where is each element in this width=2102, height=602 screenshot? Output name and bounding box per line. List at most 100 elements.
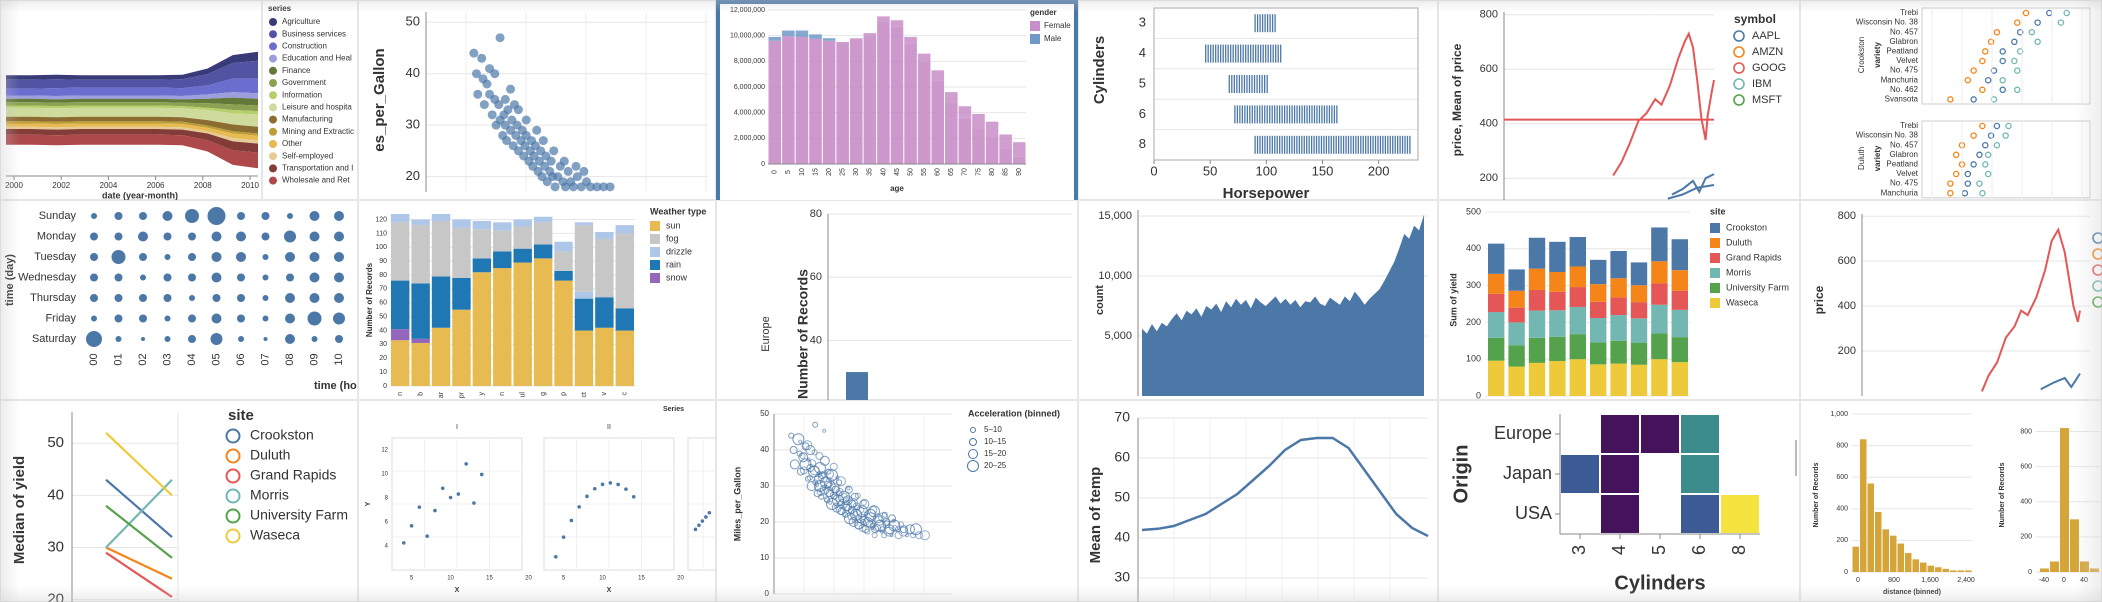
bar-university-farm: [1590, 342, 1607, 365]
y-axis-title: Sum of yield: [1448, 273, 1458, 327]
slope-line-grand-rapids: [105, 551, 173, 598]
legend-label: drizzle: [666, 246, 692, 256]
y-tick-label: 10: [760, 553, 769, 562]
data-point: [842, 503, 851, 512]
chart-cylinders-strip[interactable]: 3 4 5 6 8 0 50 100 150 200 Horsepower Cylinders: [1078, 0, 1438, 200]
hist-bar: [1860, 439, 1867, 572]
data-point: [859, 499, 870, 509]
legend-swatch: [1710, 223, 1720, 233]
chart-stocks-rule[interactable]: 200 400 600 800 price, Mean of price symbol AA…: [1438, 0, 1800, 200]
data-point: [631, 495, 636, 499]
chart-slope[interactable]: 20 30 40 50 Median of yield site Crookston Dulu…: [0, 400, 358, 602]
x-tick-label: 90: [1016, 168, 1023, 176]
chart-binned-scatter[interactable]: 0 10 20 30 40 50 Miles_per_Gallon Acceleration …: [716, 400, 1078, 602]
chart-weather-stacked[interactable]: 0 10 20 30 40 50 60 70 80 90 100 110 120 Number of Re…: [358, 200, 716, 400]
dot-point: [1999, 48, 2006, 55]
bar-sun: [411, 343, 430, 386]
punch-dot: [138, 231, 148, 242]
x-tick-label: -40: [2039, 577, 2049, 584]
bar-duluth: [1528, 268, 1546, 291]
x-tick-label: 09: [308, 353, 320, 365]
legend-symbol: [269, 66, 277, 75]
heat-cell: [1601, 455, 1639, 493]
x-tick-label: b: [417, 392, 424, 396]
chart-punchcard[interactable]: Sunday Monday Tuesday Wednesday Thursday Frid…: [0, 200, 358, 400]
legend-label: Transportation and I: [282, 164, 353, 173]
variety-label: Trebi: [1900, 121, 1918, 130]
dot-point: [2014, 67, 2021, 74]
chart-age-gender[interactable]: 0 2,000,000 4,000,000 6,000,000 8,000,000 10,…: [716, 0, 1078, 204]
variety-label: Svansota: [1885, 95, 1919, 104]
x-tick-label: 100: [1255, 163, 1277, 178]
x-tick-label: 15: [486, 576, 493, 582]
data-point: [561, 535, 566, 539]
y-tick-label: 12: [381, 448, 388, 454]
bar-fog: [595, 238, 614, 298]
data-point: [477, 53, 487, 63]
heat-cell: [1561, 455, 1599, 493]
chart-temp-line[interactable]: 203040506070Mean of temp: [1078, 400, 1438, 602]
bar-drizzle_top: [513, 219, 532, 227]
chart-heatmap[interactable]: Europe Japan USA 3 4 5 6 8 Cylinders Origin: [1438, 400, 1800, 602]
bar-fog: [493, 230, 512, 252]
x-tick-label: 0: [1150, 163, 1157, 178]
bar-rain: [574, 298, 594, 331]
chart-streamgraph[interactable]: 2000 2002 2004 2006 2008 2010 date (year-month…: [0, 0, 262, 200]
legend-title: site: [1710, 206, 1726, 216]
data-point: [464, 462, 468, 466]
legend-label: fog: [666, 233, 679, 243]
punch-dot: [139, 253, 147, 261]
data-point: [915, 531, 923, 540]
stream-layer-wholesale-and-ret: [6, 134, 258, 169]
y-tick-label: 50: [1114, 489, 1130, 505]
data-point: [905, 533, 909, 538]
x-tick-label: 05: [210, 353, 222, 365]
x-tick-label: 08: [284, 353, 296, 365]
x-axis-title: distance (binned): [1883, 589, 1941, 596]
y-tick-label: 500: [1466, 206, 1481, 216]
bar-morris: [1488, 312, 1505, 338]
legend-label: Government: [282, 78, 327, 87]
bar-fog: [391, 222, 410, 281]
chart-histograms[interactable]: 0 200 400 600 800 1,000 0 800 1,600 2,400 distance…: [1800, 400, 2102, 602]
bar-female: [849, 39, 863, 165]
punch-dot: [185, 209, 199, 223]
legend-label: Duluth: [250, 447, 290, 463]
chart-area-count[interactable]: 5,000 10,000 15,000 count: [1078, 200, 1438, 400]
dot-point: [1961, 189, 1969, 197]
x-tick-label: c: [622, 392, 629, 396]
bar-female: [945, 102, 958, 164]
slope-line-morris: [105, 478, 173, 549]
series-line-aapl: [2040, 372, 2081, 391]
legend-label: Other: [282, 139, 302, 148]
y-tick-label: 10,000: [1098, 270, 1132, 282]
data-point: [605, 182, 615, 192]
chart-anscombe[interactable]: Series I 5 10 15 20 X II 5 10 15 20 X 4 6 8 10 12 Y: [358, 400, 716, 602]
data-point: [506, 84, 516, 94]
legend-swatch: [1710, 253, 1720, 263]
bar-morris: [1569, 306, 1586, 335]
bar-rain: [472, 258, 492, 273]
chart-scatter-mpg[interactable]: 20 30 40 50 es_per_Gallon: [358, 0, 716, 200]
bar-morris: [1630, 318, 1648, 343]
stream-layer-mining-and-extractic: [6, 121, 258, 136]
chart-europe-bars[interactable]: 40 60 80 Number of Records Europe: [716, 200, 1078, 400]
chart-barley-dots[interactable]: Trebi Wisconsin No. 38 No. 457 Glabron Peatl…: [1800, 0, 2102, 200]
legend-symbol: [269, 30, 277, 39]
chart-streamgraph-legend[interactable]: series Agriculture Business services Constr…: [262, 0, 358, 200]
x-tick-label: 8: [1729, 545, 1749, 555]
chart-stock-lines[interactable]: 200 400 600 800 price: [1800, 200, 2102, 400]
heat-cell: [1601, 495, 1639, 533]
variety-label: Velvet: [1896, 56, 1919, 65]
bar-sun: [431, 327, 451, 386]
x-tick-label: 07: [259, 353, 271, 365]
bar-rain: [533, 244, 553, 259]
chart-barley-stacked[interactable]: 0 100 200 300 400 500 Sum of yield site Crooksto…: [1438, 200, 1800, 400]
legend-symbol: [269, 42, 277, 51]
x-tick-label: 2002: [52, 181, 70, 190]
data-point: [479, 472, 484, 477]
dot-point: [1976, 151, 1983, 159]
bar-female: [972, 128, 985, 164]
hist-bar: [1950, 570, 1957, 572]
